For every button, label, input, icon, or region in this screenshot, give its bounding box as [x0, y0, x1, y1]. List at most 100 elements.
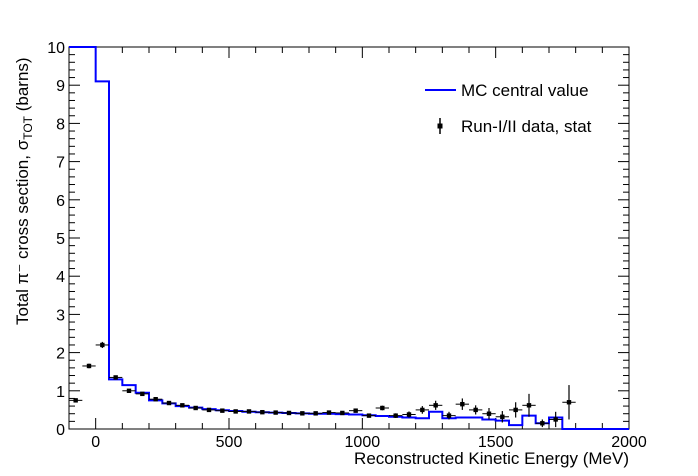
plot-area [68, 46, 630, 430]
data-point [349, 408, 363, 413]
data-points-layer [69, 341, 576, 428]
data-point [269, 410, 283, 415]
data-point-marker [326, 410, 332, 415]
mc-central-value-line [69, 46, 629, 430]
data-point-marker [193, 405, 198, 411]
data-point [229, 409, 243, 414]
data-point [402, 411, 416, 418]
data-point [69, 398, 83, 403]
legend-data-label: Run-I/II data, stat [461, 117, 592, 136]
y-tick-label: 2 [56, 346, 65, 363]
x-tick-label: 2000 [611, 434, 647, 451]
data-point [415, 406, 429, 414]
y-tick-label: 10 [47, 40, 65, 57]
data-point [482, 407, 496, 420]
data-point-marker [366, 413, 372, 418]
data-point [429, 400, 443, 410]
data-point-marker [513, 407, 518, 413]
x-tick-label: 1000 [345, 434, 381, 451]
data-point [175, 403, 189, 408]
data-point-marker [273, 410, 278, 415]
data-point-marker [566, 400, 572, 405]
data-point [469, 405, 483, 415]
data-point-marker [380, 405, 385, 411]
y-tick-label: 8 [56, 116, 65, 133]
y-tick-label: 3 [56, 307, 65, 324]
legend-data-swatch-marker [437, 123, 443, 129]
y-axis-title-main: Total π⁻ cross section, σ [13, 139, 32, 325]
data-point-marker [500, 414, 505, 419]
data-point-marker [420, 407, 425, 413]
data-point [455, 398, 469, 410]
data-point [295, 411, 309, 416]
data-point [95, 341, 109, 349]
y-axis-title-subscript: TOT [21, 115, 35, 139]
data-point-marker [206, 407, 212, 413]
x-tick-label: 500 [216, 434, 243, 451]
data-point [215, 408, 229, 413]
y-tick-label: 6 [56, 193, 65, 210]
tick-labels: 0 500 1000 1500 2000 0 1 2 3 4 5 6 7 8 9 10 [47, 40, 647, 451]
data-point-marker [486, 411, 492, 416]
y-tick-label: 0 [56, 422, 65, 439]
data-point-marker [340, 410, 345, 416]
mc-histogram-layer [69, 46, 629, 430]
x-tick-label: 0 [91, 434, 100, 451]
data-point [495, 411, 509, 423]
data-point-marker [153, 397, 158, 402]
data-point-marker [113, 375, 118, 380]
data-point [375, 405, 389, 411]
data-point [162, 400, 176, 406]
y-axis-title-unit: (barns) [13, 57, 32, 116]
data-point-marker [313, 411, 318, 416]
axis-ticks [68, 46, 630, 430]
legend-mc-label: MC central value [461, 81, 589, 100]
data-point-marker [73, 398, 78, 403]
data-point [362, 413, 376, 418]
data-point [562, 385, 576, 420]
data-point [509, 402, 523, 418]
data-point [322, 410, 336, 415]
data-point [522, 393, 536, 417]
data-point-marker [526, 403, 532, 408]
data-point [335, 410, 349, 416]
data-point-marker [446, 413, 452, 418]
data-point-marker [433, 403, 438, 408]
data-point [442, 411, 456, 420]
data-point-marker [406, 412, 412, 417]
data-point-marker [246, 409, 252, 414]
data-point-marker [553, 417, 558, 422]
y-tick-label: 7 [56, 155, 65, 172]
data-point-marker [460, 401, 465, 407]
y-tick-label: 4 [56, 269, 65, 286]
data-point [202, 407, 216, 413]
data-point-marker [126, 388, 132, 393]
data-point-marker [540, 421, 545, 426]
data-point-marker [260, 409, 265, 415]
data-point-marker [300, 411, 305, 416]
data-point [242, 409, 256, 414]
data-point-marker [393, 413, 398, 418]
legend: MC central value Run-I/II data, stat [425, 81, 592, 136]
data-point-marker [353, 408, 358, 413]
data-point [189, 405, 203, 411]
data-point [109, 375, 123, 380]
data-point-marker [220, 408, 225, 413]
data-point-marker [473, 407, 478, 413]
data-point-marker [140, 391, 145, 397]
y-axis-title: Total π⁻ cross section, σTOT (barns) [13, 57, 35, 325]
data-point [255, 409, 269, 415]
data-point [82, 363, 96, 369]
data-point [535, 419, 549, 428]
x-axis-title: Reconstructed Kinetic Energy (MeV) [354, 449, 629, 468]
data-point-marker [180, 403, 185, 408]
data-point-marker [86, 363, 92, 369]
y-tick-label: 1 [56, 384, 65, 401]
y-tick-label: 5 [56, 231, 65, 248]
data-point [122, 388, 136, 393]
y-tick-label: 9 [56, 78, 65, 95]
data-point-marker [100, 342, 105, 348]
data-point-marker [286, 410, 292, 416]
data-point [389, 413, 403, 418]
